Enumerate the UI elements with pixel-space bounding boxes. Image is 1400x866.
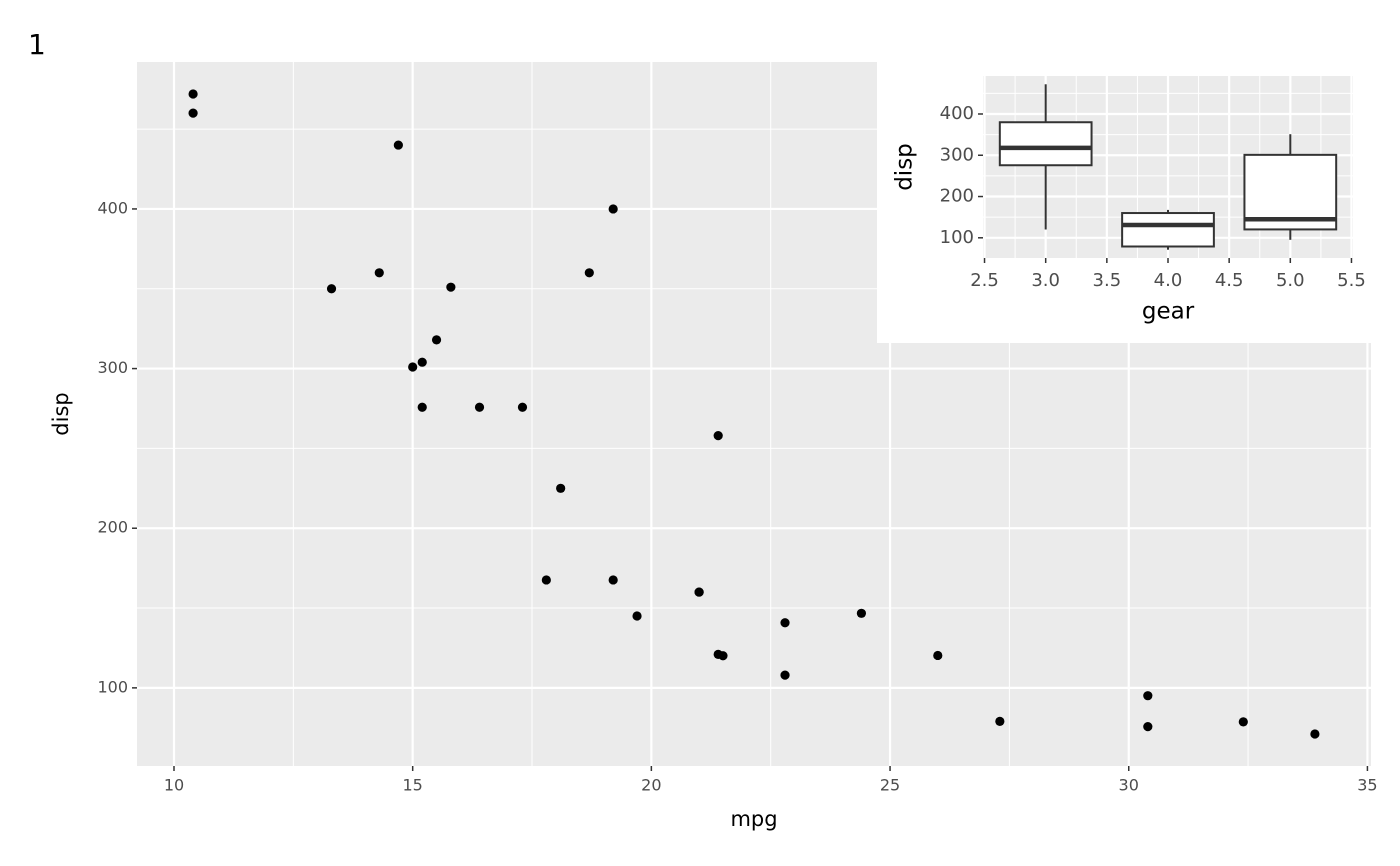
point	[584, 268, 594, 278]
x-tick-label: 4.0	[1154, 270, 1183, 291]
point	[1310, 729, 1320, 739]
x-tick-label: 20	[641, 776, 661, 795]
x-tick-label: 15	[403, 776, 423, 795]
point	[541, 575, 551, 585]
point	[374, 268, 384, 278]
x-tick-label: 10	[164, 776, 184, 795]
y-tick-label: 100	[97, 677, 128, 696]
inset-plot: 2.5 3.0 3.5 4.0 4.5 5.0 5.5 100 200 300 400 gear dis…	[892, 76, 1366, 325]
plot-tag: 1	[28, 28, 46, 61]
x-tick-label: 5.0	[1276, 270, 1305, 291]
y-tick-label: 200	[940, 186, 974, 207]
x-tick-label: 5.5	[1337, 270, 1366, 291]
y-tick-label: 400	[940, 103, 974, 124]
y-tick-label: 300	[940, 144, 974, 165]
point	[326, 284, 337, 294]
x-tick-label: 4.5	[1215, 270, 1244, 291]
point	[431, 335, 442, 345]
point	[632, 611, 642, 621]
x-tick-label: 3.5	[1093, 270, 1122, 291]
point	[417, 402, 427, 412]
point	[188, 89, 198, 99]
x-tick-label: 3.0	[1031, 270, 1060, 291]
y-tick-label: 200	[97, 518, 128, 537]
point	[713, 431, 723, 441]
y-axis-title: disp	[892, 143, 918, 191]
point	[995, 716, 1005, 726]
point	[393, 140, 403, 150]
x-axis-title: mpg	[730, 807, 777, 831]
point	[1143, 691, 1153, 701]
point	[608, 575, 618, 585]
point	[446, 282, 456, 292]
point	[608, 204, 618, 214]
point	[556, 483, 566, 493]
point	[1238, 717, 1248, 727]
y-axis-title: disp	[49, 392, 73, 435]
x-tick-label: 30	[1119, 776, 1139, 795]
point	[713, 649, 723, 659]
point	[780, 670, 790, 680]
box	[1121, 212, 1215, 248]
point	[474, 402, 485, 412]
point	[694, 587, 704, 597]
point	[408, 362, 418, 372]
point	[188, 108, 198, 118]
box	[998, 121, 1093, 167]
x-axis-title: gear	[1142, 299, 1195, 325]
y-tick-label: 300	[97, 358, 128, 377]
point	[780, 618, 790, 628]
point	[417, 357, 427, 367]
x-tick-label: 25	[880, 776, 900, 795]
y-tick-label: 100	[940, 227, 974, 248]
point	[933, 650, 943, 661]
x-tick-label: 2.5	[970, 270, 999, 291]
y-tick-label: 400	[97, 198, 128, 217]
point	[856, 608, 867, 618]
point	[517, 402, 528, 412]
x-tick-label: 35	[1357, 776, 1377, 795]
point	[1143, 722, 1153, 732]
